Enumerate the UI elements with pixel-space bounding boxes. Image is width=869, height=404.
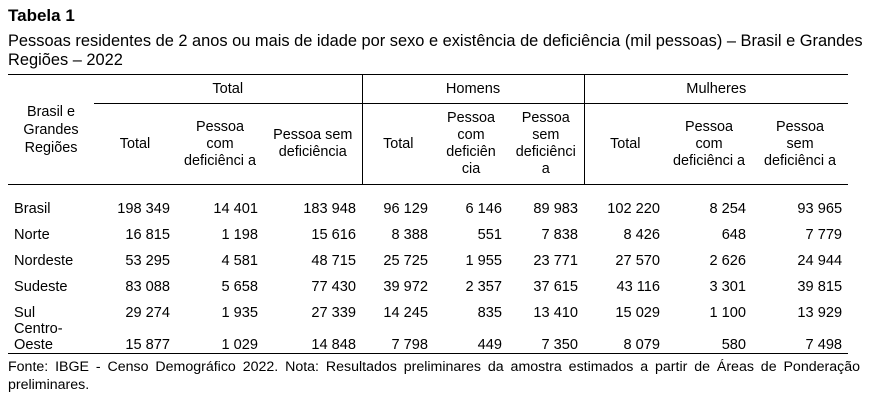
cell-value: 37 615 [533, 279, 579, 295]
cell-value: 39 815 [797, 279, 843, 295]
cell-value: 7 498 [805, 337, 843, 353]
cell-value: 2 357 [465, 279, 503, 295]
source-note: Fonte: IBGE - Censo Demográfico 2022. No… [8, 359, 860, 393]
cell-value: 8 079 [623, 337, 661, 353]
subheader-mulheres-sem-deficiencia-label: Pessoa sem deficiênci a [764, 118, 837, 169]
cell-value: 27 339 [311, 305, 357, 321]
cell-value: 6 146 [465, 201, 503, 217]
cell-value: 24 944 [797, 253, 843, 269]
table-subtitle: Pessoas residentes de 2 anos ou mais de … [8, 32, 863, 69]
subheader-mulheres-total: Total [583, 103, 667, 185]
cell-value: 2 626 [709, 253, 747, 269]
data-table: Brasil e Grandes Regiões Total Homens Mu… [8, 74, 849, 354]
subheader-homens-com-deficiencia: Pessoa com deficiên cia [434, 103, 509, 185]
table-title: Tabela 1 [8, 6, 75, 25]
cell-value: 1 935 [221, 305, 258, 321]
cell-value: 14 401 [213, 201, 258, 217]
cell-value: 15 877 [125, 337, 170, 353]
sub-header-row: Total Pessoa com deficiênci a Pessoa sem… [8, 103, 849, 185]
cell-value: 14 245 [383, 305, 429, 321]
table-row: Norte 16 815 1 198 15 616 8 388 551 7 83… [8, 217, 848, 243]
subheader-total-sem-deficiencia-label: Pessoa sem deficiência [273, 127, 353, 160]
table-row: Sudeste 83 088 5 658 77 430 39 972 2 357… [8, 269, 848, 295]
cell-value: 183 948 [303, 201, 357, 217]
cell-value: 4 581 [221, 253, 258, 269]
subheader-total-com-deficiencia-label: Pessoa com deficiênci a [184, 118, 256, 169]
subheader-total-sem-deficiencia: Pessoa sem deficiência [264, 103, 363, 185]
table-body: Brasil 198 349 14 401 183 948 96 129 6 1… [8, 185, 849, 354]
cell-value: 29 274 [125, 305, 170, 321]
cell-value: 48 715 [311, 253, 357, 269]
cell-value: 77 430 [311, 279, 357, 295]
cell-value: 15 616 [311, 227, 357, 243]
table-row: Sul 29 274 1 935 27 339 14 245 835 13 41… [8, 295, 848, 321]
cell-value: 16 815 [125, 227, 170, 243]
group-header-row: Brasil e Grandes Regiões Total Homens Mu… [8, 74, 849, 185]
cell-value: 7 798 [391, 337, 429, 353]
subheader-mulheres-com-deficiencia-label: Pessoa com deficiênci a [673, 118, 746, 169]
cell-value: 96 129 [383, 201, 429, 217]
cell-value: 1 029 [221, 337, 258, 353]
cell-value: 15 029 [615, 305, 661, 321]
cell-value: 43 116 [616, 279, 661, 295]
group-header-total: Total [94, 74, 363, 104]
subheader-homens-sem-deficiencia-label: Pessoa sem deficiênci a [515, 110, 576, 177]
subheader-homens-com-deficiencia-label: Pessoa com deficiên cia [446, 110, 496, 177]
group-header-homens: Homens [361, 74, 585, 104]
cell-value: 102 220 [607, 201, 661, 217]
cell-value: 1 100 [709, 305, 747, 321]
subheader-total-com-deficiencia: Pessoa com deficiênci a [176, 103, 264, 185]
region-header-label: Brasil e Grandes Regiões [23, 103, 79, 156]
cell-value: 27 570 [615, 253, 661, 269]
cell-value: 93 965 [797, 201, 843, 217]
cell-value: 580 [721, 337, 747, 353]
region-name: Brasil [14, 201, 51, 217]
cell-value: 7 838 [541, 227, 579, 243]
cell-value: 13 410 [533, 305, 579, 321]
cell-value: 551 [477, 227, 503, 243]
subheader-homens-total: Total [361, 103, 435, 185]
region-name: Centro-Oeste [14, 321, 63, 353]
subheader-mulheres-com-deficiencia: Pessoa com deficiênci a [666, 103, 753, 185]
cell-value: 198 349 [117, 201, 170, 217]
region-column-header: Brasil e Grandes Regiões [8, 74, 94, 185]
region-name: Sul [14, 305, 36, 321]
cell-value: 13 929 [797, 305, 843, 321]
subheader-total-total: Total [94, 103, 176, 185]
subheader-mulheres-sem-deficiencia: Pessoa sem deficiênci a [752, 103, 849, 185]
cell-value: 23 771 [533, 253, 579, 269]
cell-value: 7 779 [805, 227, 843, 243]
cell-value: 8 254 [709, 201, 747, 217]
cell-value: 25 725 [383, 253, 429, 269]
cell-value: 53 295 [125, 253, 170, 269]
cell-value: 83 088 [125, 279, 170, 295]
region-name: Norte [14, 227, 50, 243]
table-row: Centro-Oeste 15 877 1 029 14 848 7 798 4… [8, 321, 849, 354]
cell-value: 7 350 [541, 337, 579, 353]
cell-value: 835 [477, 305, 503, 321]
group-header-mulheres: Mulheres [583, 74, 849, 104]
cell-value: 3 301 [709, 279, 747, 295]
cell-value: 1 955 [465, 253, 503, 269]
cell-value: 1 198 [221, 227, 258, 243]
cell-value: 8 426 [623, 227, 661, 243]
table-row: Nordeste 53 295 4 581 48 715 25 725 1 95… [8, 243, 848, 269]
cell-value: 8 388 [391, 227, 429, 243]
cell-value: 89 983 [533, 201, 579, 217]
cell-value: 449 [477, 337, 503, 353]
cell-value: 648 [721, 227, 747, 243]
table-row: Brasil 198 349 14 401 183 948 96 129 6 1… [8, 191, 848, 217]
subheader-homens-sem-deficiencia: Pessoa sem deficiênci a [508, 103, 585, 185]
cell-value: 39 972 [383, 279, 429, 295]
cell-value: 14 848 [311, 337, 357, 353]
cell-value: 5 658 [221, 279, 258, 295]
region-name: Nordeste [14, 253, 74, 269]
region-name: Sudeste [14, 279, 68, 295]
